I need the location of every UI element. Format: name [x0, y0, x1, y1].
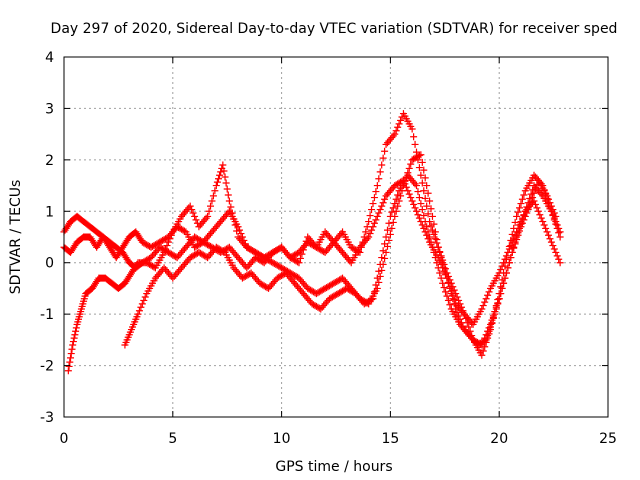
y-tick-label: 2 [45, 153, 54, 169]
x-tick-label: 15 [381, 431, 399, 447]
series-track-4 [121, 171, 560, 349]
series-track-3 [64, 110, 564, 375]
y-tick-label: -3 [40, 410, 54, 426]
plot-frame [63, 56, 609, 418]
chart-title: Day 297 of 2020, Sidereal Day-to-day VTE… [51, 21, 618, 37]
y-tick-label: 0 [45, 256, 54, 272]
x-axis: 0 5 10 15 20 25 [60, 57, 617, 447]
x-tick-label: 10 [273, 431, 291, 447]
x-axis-label: GPS time / hours [275, 459, 392, 475]
x-tick-label: 0 [60, 431, 69, 447]
y-tick-label: 1 [45, 204, 54, 220]
y-axis-label: SDTVAR / TECUs [8, 180, 24, 295]
x-tick-label: 25 [599, 431, 617, 447]
data-point-markers [64, 110, 564, 375]
data-point-markers [121, 171, 560, 349]
y-tick-label: 4 [45, 50, 54, 66]
x-tick-label: 5 [168, 431, 177, 447]
y-axis: -3 -2 -1 0 1 2 3 4 [40, 50, 608, 426]
y-tick-label: 3 [45, 101, 54, 117]
y-tick-label: -2 [40, 359, 54, 375]
plot-area [60, 110, 564, 375]
x-tick-label: 20 [490, 431, 508, 447]
y-tick-label: -1 [40, 307, 54, 323]
grid [64, 57, 608, 417]
